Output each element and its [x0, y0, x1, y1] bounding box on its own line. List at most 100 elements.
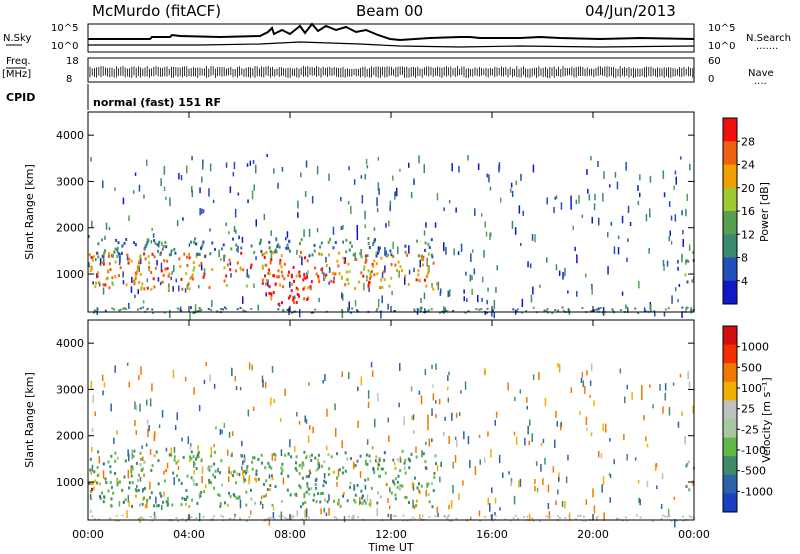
echo-cell — [383, 458, 386, 462]
echo-cell — [308, 474, 310, 478]
echo-cell — [290, 518, 293, 521]
echo-cell — [244, 478, 247, 482]
echo-cell — [520, 242, 522, 247]
echo-cell — [645, 436, 647, 442]
echo-cell — [360, 255, 363, 259]
echo-cell — [327, 240, 330, 244]
echo-cell — [463, 431, 465, 440]
echo-cell — [197, 451, 200, 455]
echo-cell — [420, 395, 423, 405]
echo-cell — [151, 227, 153, 231]
echo-cell — [202, 240, 205, 244]
echo-cell — [332, 226, 335, 235]
echo-cell — [265, 251, 268, 254]
echo-cell — [331, 271, 334, 275]
echo-cell — [369, 270, 372, 274]
echo-cell — [239, 307, 242, 309]
echo-cell — [392, 515, 395, 517]
echo-cell — [174, 251, 177, 255]
echo-cell — [303, 275, 306, 279]
echo-cell — [126, 510, 128, 519]
echo-cell — [345, 278, 348, 282]
echo-cell — [368, 287, 370, 293]
echo-cell — [232, 172, 235, 177]
echo-cell — [394, 477, 397, 481]
echo-cell — [187, 283, 190, 287]
echo-cell — [96, 308, 99, 311]
echo-cell — [255, 472, 258, 476]
echo-cell — [653, 310, 656, 313]
echo-cell — [384, 471, 387, 475]
echo-cell — [300, 505, 302, 509]
echo-cell — [404, 458, 407, 462]
echo-cell — [286, 231, 289, 238]
echo-cell — [609, 497, 611, 503]
echo-cell — [637, 200, 640, 206]
echo-cell — [359, 500, 362, 504]
echo-cell — [243, 457, 246, 461]
echo-cell — [313, 493, 316, 497]
echo-cell — [354, 300, 357, 307]
colorbar-tick-label: 24 — [741, 159, 755, 172]
echo-cell — [255, 477, 257, 483]
echo-cell — [180, 482, 183, 485]
echo-cell — [675, 519, 678, 522]
echo-cell — [616, 181, 619, 190]
echo-cell — [478, 308, 481, 311]
echo-cell — [453, 248, 455, 256]
echo-cell — [462, 480, 464, 486]
echo-cell — [115, 514, 118, 517]
echo-cell — [229, 517, 232, 520]
echo-cell — [138, 259, 141, 263]
echo-cell — [246, 163, 249, 167]
echo-cell — [377, 491, 379, 495]
velocity-x-axis: 00:00 04:00 08:00 12:00 16:00 20:00 00:00 — [72, 112, 710, 541]
echo-cell — [188, 243, 191, 247]
echo-cell — [387, 513, 390, 518]
echo-cell — [170, 251, 172, 256]
echo-cell — [353, 498, 356, 502]
echo-cell — [171, 503, 174, 507]
echo-cell — [675, 287, 677, 292]
echo-cell — [320, 268, 323, 272]
echo-cell — [315, 486, 318, 490]
echo-cell — [209, 252, 212, 256]
echo-cell — [188, 458, 191, 462]
echo-cell — [315, 477, 318, 481]
echo-cell — [576, 291, 578, 297]
echo-cell — [536, 487, 539, 493]
echo-cell — [114, 260, 117, 264]
echo-cell — [180, 277, 183, 281]
date-title: 04/Jun/2013 — [585, 2, 676, 20]
echo-cell — [392, 175, 394, 181]
echo-cell — [519, 478, 522, 487]
echo-cell — [235, 229, 237, 234]
echo-cell — [661, 514, 664, 517]
echo-cell — [507, 382, 509, 391]
echo-cell — [511, 190, 514, 197]
echo-cell — [347, 306, 350, 309]
echo-cell — [260, 249, 263, 253]
echo-cell — [685, 259, 687, 265]
noise-right-label: N.Search — [746, 33, 791, 44]
echo-cell — [94, 285, 97, 289]
echo-cell — [582, 519, 584, 522]
echo-cell — [377, 249, 380, 253]
echo-cell — [325, 481, 327, 485]
echo-cell — [294, 295, 296, 300]
echo-cell — [532, 374, 535, 380]
echo-cell — [389, 505, 391, 510]
velocity-heatmap — [88, 362, 696, 528]
echo-cell — [187, 436, 190, 444]
echo-cell — [175, 517, 178, 520]
x-tick-label: 16:00 — [476, 528, 508, 541]
echo-cell — [195, 457, 197, 461]
echo-cell — [88, 262, 90, 268]
echo-cell — [428, 500, 431, 504]
echo-cell — [544, 397, 547, 407]
echo-cell — [298, 270, 301, 274]
echo-cell — [140, 516, 143, 519]
echo-cell — [209, 228, 211, 232]
echo-cell — [408, 245, 410, 254]
echo-cell — [644, 310, 647, 312]
